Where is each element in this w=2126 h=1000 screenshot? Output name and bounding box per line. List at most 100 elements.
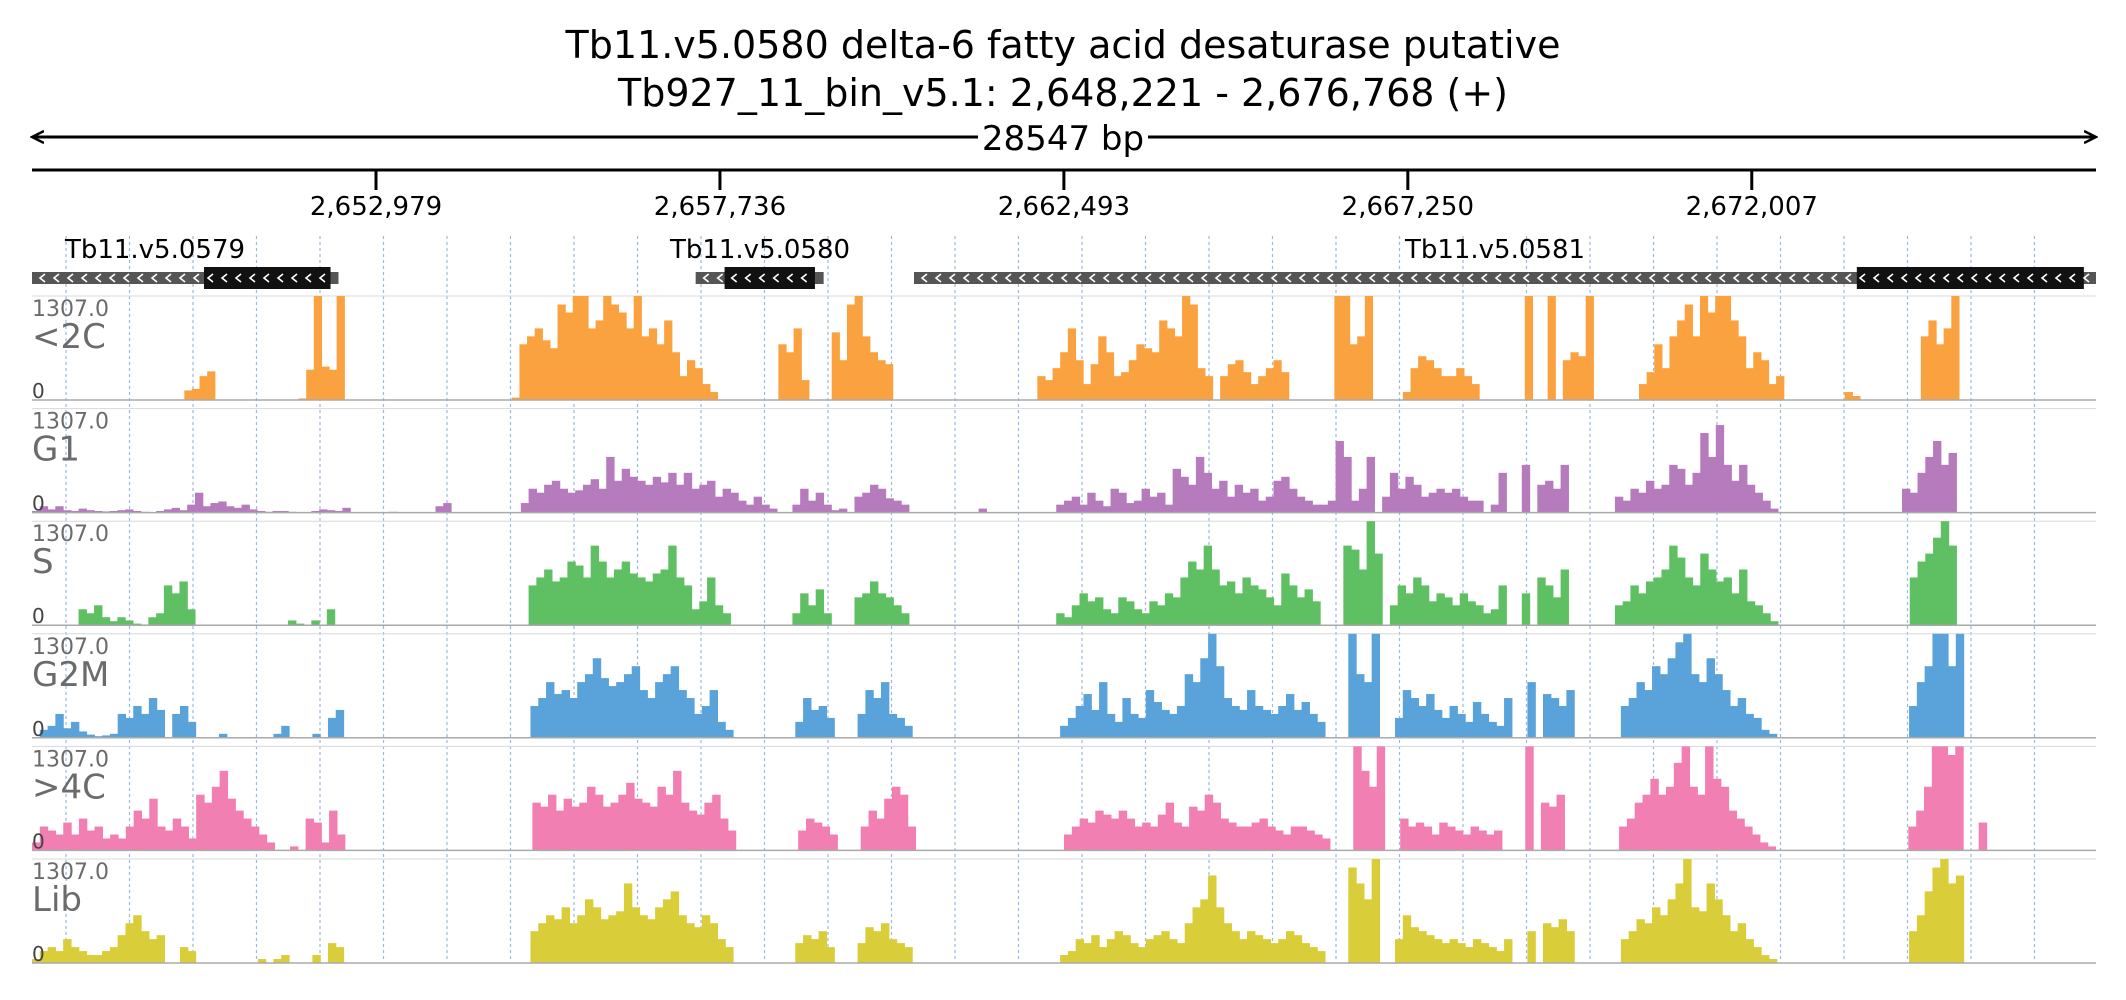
coverage-bar [633,296,642,400]
coverage-bar [321,842,330,851]
coverage-bar [1715,581,1725,626]
coverage-bar [78,818,88,851]
strand-chevron [976,273,984,283]
coverage-bar [1087,822,1096,851]
strand-chevron [1676,273,1684,283]
strand-chevron [1718,273,1726,283]
coverage-bar [1095,500,1104,513]
coverage-bar [1642,794,1651,851]
coverage-bar [1675,883,1684,963]
coverage-bar [336,296,345,400]
coverage-bar [600,919,609,963]
coverage-bar [1180,476,1189,513]
coverage-bar [860,826,870,851]
coverage-bar [39,951,49,963]
coverage-bar [786,352,795,400]
gene-Tb11.v5.0579[interactable]: Tb11.v5.0579 [32,235,339,289]
strand-chevron [1900,273,1908,283]
strand-chevron [164,273,172,283]
gene-Tb11.v5.0581[interactable]: Tb11.v5.0581 [914,235,2096,289]
coverage-bar [584,899,594,963]
gene-Tb11.v5.0580[interactable]: Tb11.v5.0580 [669,235,850,289]
coverage-bar [631,907,641,963]
coverage-bar [862,492,871,513]
coverage-bar [1770,508,1779,513]
coverage-bar [712,794,721,851]
coverage-bar [273,733,282,738]
coverage-bar [1363,682,1373,738]
coverage-bar [109,947,119,963]
coverage-bar [616,682,625,738]
coverage-bar [899,794,909,851]
coverage-bar [1566,690,1575,738]
coverage-bar [1676,557,1686,626]
coverage-bar [109,511,118,513]
coverage-bar [598,488,607,513]
coverage-bar [1644,923,1653,963]
coverage-bar [78,731,88,738]
coverage-bar [795,721,804,738]
coverage-bar [1317,951,1326,963]
coverage-bar [110,834,119,851]
coverage-bar [662,899,672,963]
track-max-label: 1307.0 [32,522,109,547]
coverage-bar [1312,601,1321,626]
coverage-bar [810,939,820,963]
coverage-bar [1715,296,1724,400]
strand-chevron [702,273,710,283]
coverage-bar [1634,802,1644,851]
coverage-bar [1060,955,1069,963]
coverage-bar [1413,484,1422,513]
coverage-bar [1475,500,1484,513]
coverage-bar [1250,384,1259,400]
coverage-bar [1521,464,1531,513]
strand-chevron [220,273,228,283]
coverage-bar [1364,296,1374,400]
coverage-bar [546,915,555,963]
coverage-bar [1636,682,1645,738]
coverage-bar [125,717,134,738]
coverage-bar [1102,506,1112,513]
coverage-bar [606,577,615,626]
coverage-bar [1638,593,1647,626]
coverage-bar [179,947,189,963]
coverage-bar [250,826,260,851]
coverage-bar [831,510,840,513]
coverage-bar [577,915,586,963]
coverage-bar [709,690,719,738]
coverage-bar [901,504,910,513]
coverage-bar [877,488,887,513]
coverage-bar [1683,633,1692,738]
coverage-bar [1683,859,1692,963]
coverage-bar [1644,690,1653,738]
coverage-bar [312,955,321,963]
coverage-bar [857,943,866,963]
coverage-bar [117,617,126,626]
coverage-bar [644,484,654,513]
coverage-bar [1164,504,1174,513]
strand-chevron [1816,273,1824,283]
coverage-bar [673,770,682,851]
coverage-bar [1273,360,1282,400]
coverage-bar [272,511,281,513]
strand-chevron [1564,273,1572,283]
coverage-bar [306,369,315,400]
coverage-bar [1465,947,1474,963]
coverage-bar [1103,814,1112,851]
coverage-bar [876,818,885,851]
coverage-bar [1195,456,1205,513]
strand-chevron [1914,273,1922,283]
coverage-bar [1361,770,1370,851]
coverage-bar [1661,368,1671,400]
tick-label: 2,662,493 [998,192,1130,222]
coverage-bar [132,511,142,513]
strand-chevron [1928,273,1936,283]
coverage-bar [47,830,57,851]
coverage-bar [1852,396,1861,400]
coverage-bar [626,328,635,400]
coverage-bar [1327,500,1337,513]
coverage-bar [865,690,874,738]
coverage-bar [1527,931,1536,963]
coverage-bar [1722,690,1731,738]
coverage-bar [1444,492,1453,513]
